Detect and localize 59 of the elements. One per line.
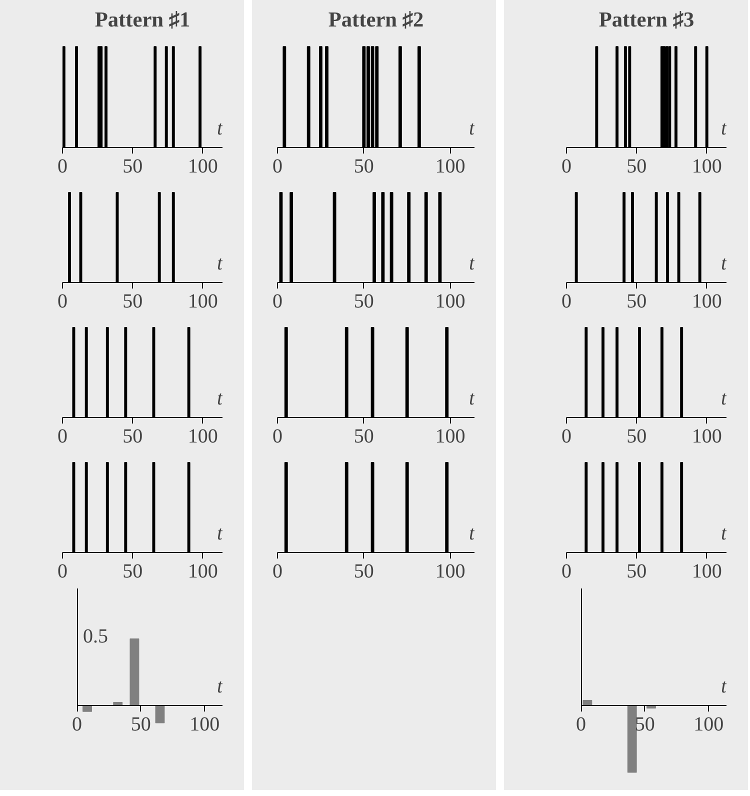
x-tick-label: 50 bbox=[354, 156, 374, 178]
x-tick-label: 100 bbox=[188, 156, 218, 178]
x-tick-label: 50 bbox=[354, 426, 374, 448]
x-tick-label: 100 bbox=[435, 290, 466, 312]
x-tick-label: 0 bbox=[562, 426, 572, 448]
chart-title: Pattern ♯2 bbox=[328, 8, 424, 32]
x-axis-title: t bbox=[720, 522, 727, 544]
x-axis-title: t bbox=[468, 118, 475, 140]
x-tick-label: 0 bbox=[272, 156, 282, 178]
x-tick-label: 50 bbox=[626, 560, 647, 582]
x-axis-title: t bbox=[216, 676, 223, 698]
x-tick-label: 100 bbox=[435, 560, 466, 582]
x-tick-label: 0 bbox=[58, 290, 68, 312]
x-axis-title: t bbox=[216, 252, 223, 274]
x-tick-label: 0 bbox=[272, 560, 282, 582]
x-tick-label: 0 bbox=[72, 714, 82, 736]
x-axis-title: t bbox=[468, 522, 475, 544]
x-axis-title: t bbox=[720, 118, 727, 140]
x-tick-label: 50 bbox=[626, 156, 647, 178]
x-axis-title: t bbox=[468, 252, 475, 274]
x-tick-label: 0 bbox=[272, 426, 282, 448]
x-tick-label: 100 bbox=[694, 714, 724, 736]
x-tick-label: 100 bbox=[435, 156, 466, 178]
chart-title: Pattern ♯1 bbox=[94, 8, 190, 32]
x-tick-label: 0 bbox=[562, 290, 572, 312]
x-tick-label: 0 bbox=[58, 426, 68, 448]
x-axis-title: t bbox=[720, 676, 727, 698]
x-axis-title: t bbox=[216, 388, 223, 410]
x-tick-label: 50 bbox=[122, 290, 143, 312]
annotation: 0.5 bbox=[83, 626, 108, 648]
x-tick-label: 100 bbox=[692, 290, 722, 312]
x-tick-label: 100 bbox=[435, 426, 466, 448]
x-tick-label: 0 bbox=[58, 156, 68, 178]
x-tick-label: 50 bbox=[122, 156, 143, 178]
x-tick-label: 0 bbox=[58, 560, 68, 582]
x-tick-label: 100 bbox=[692, 560, 722, 582]
x-tick-label: 50 bbox=[354, 560, 374, 582]
x-tick-label: 100 bbox=[188, 290, 218, 312]
x-tick-label: 50 bbox=[122, 560, 143, 582]
x-tick-label: 50 bbox=[626, 290, 647, 312]
x-tick-label: 100 bbox=[692, 156, 722, 178]
chart-title: Pattern ♯3 bbox=[598, 8, 694, 32]
x-tick-label: 0 bbox=[562, 560, 572, 582]
x-tick-label: 50 bbox=[122, 426, 143, 448]
x-tick-label: 100 bbox=[188, 426, 218, 448]
x-tick-label: 50 bbox=[354, 290, 374, 312]
x-tick-label: 100 bbox=[692, 426, 722, 448]
x-tick-label: 100 bbox=[190, 714, 220, 736]
x-axis-title: t bbox=[720, 388, 727, 410]
x-axis-title: t bbox=[468, 388, 475, 410]
x-axis-title: t bbox=[216, 118, 223, 140]
x-axis-title: t bbox=[216, 522, 223, 544]
x-tick-label: 0 bbox=[576, 714, 586, 736]
x-tick-label: 0 bbox=[272, 290, 282, 312]
x-tick-label: 0 bbox=[562, 156, 572, 178]
x-tick-label: 50 bbox=[626, 426, 647, 448]
x-tick-label: 100 bbox=[188, 560, 218, 582]
x-tick-label: 50 bbox=[130, 714, 151, 736]
x-axis-title: t bbox=[720, 252, 727, 274]
